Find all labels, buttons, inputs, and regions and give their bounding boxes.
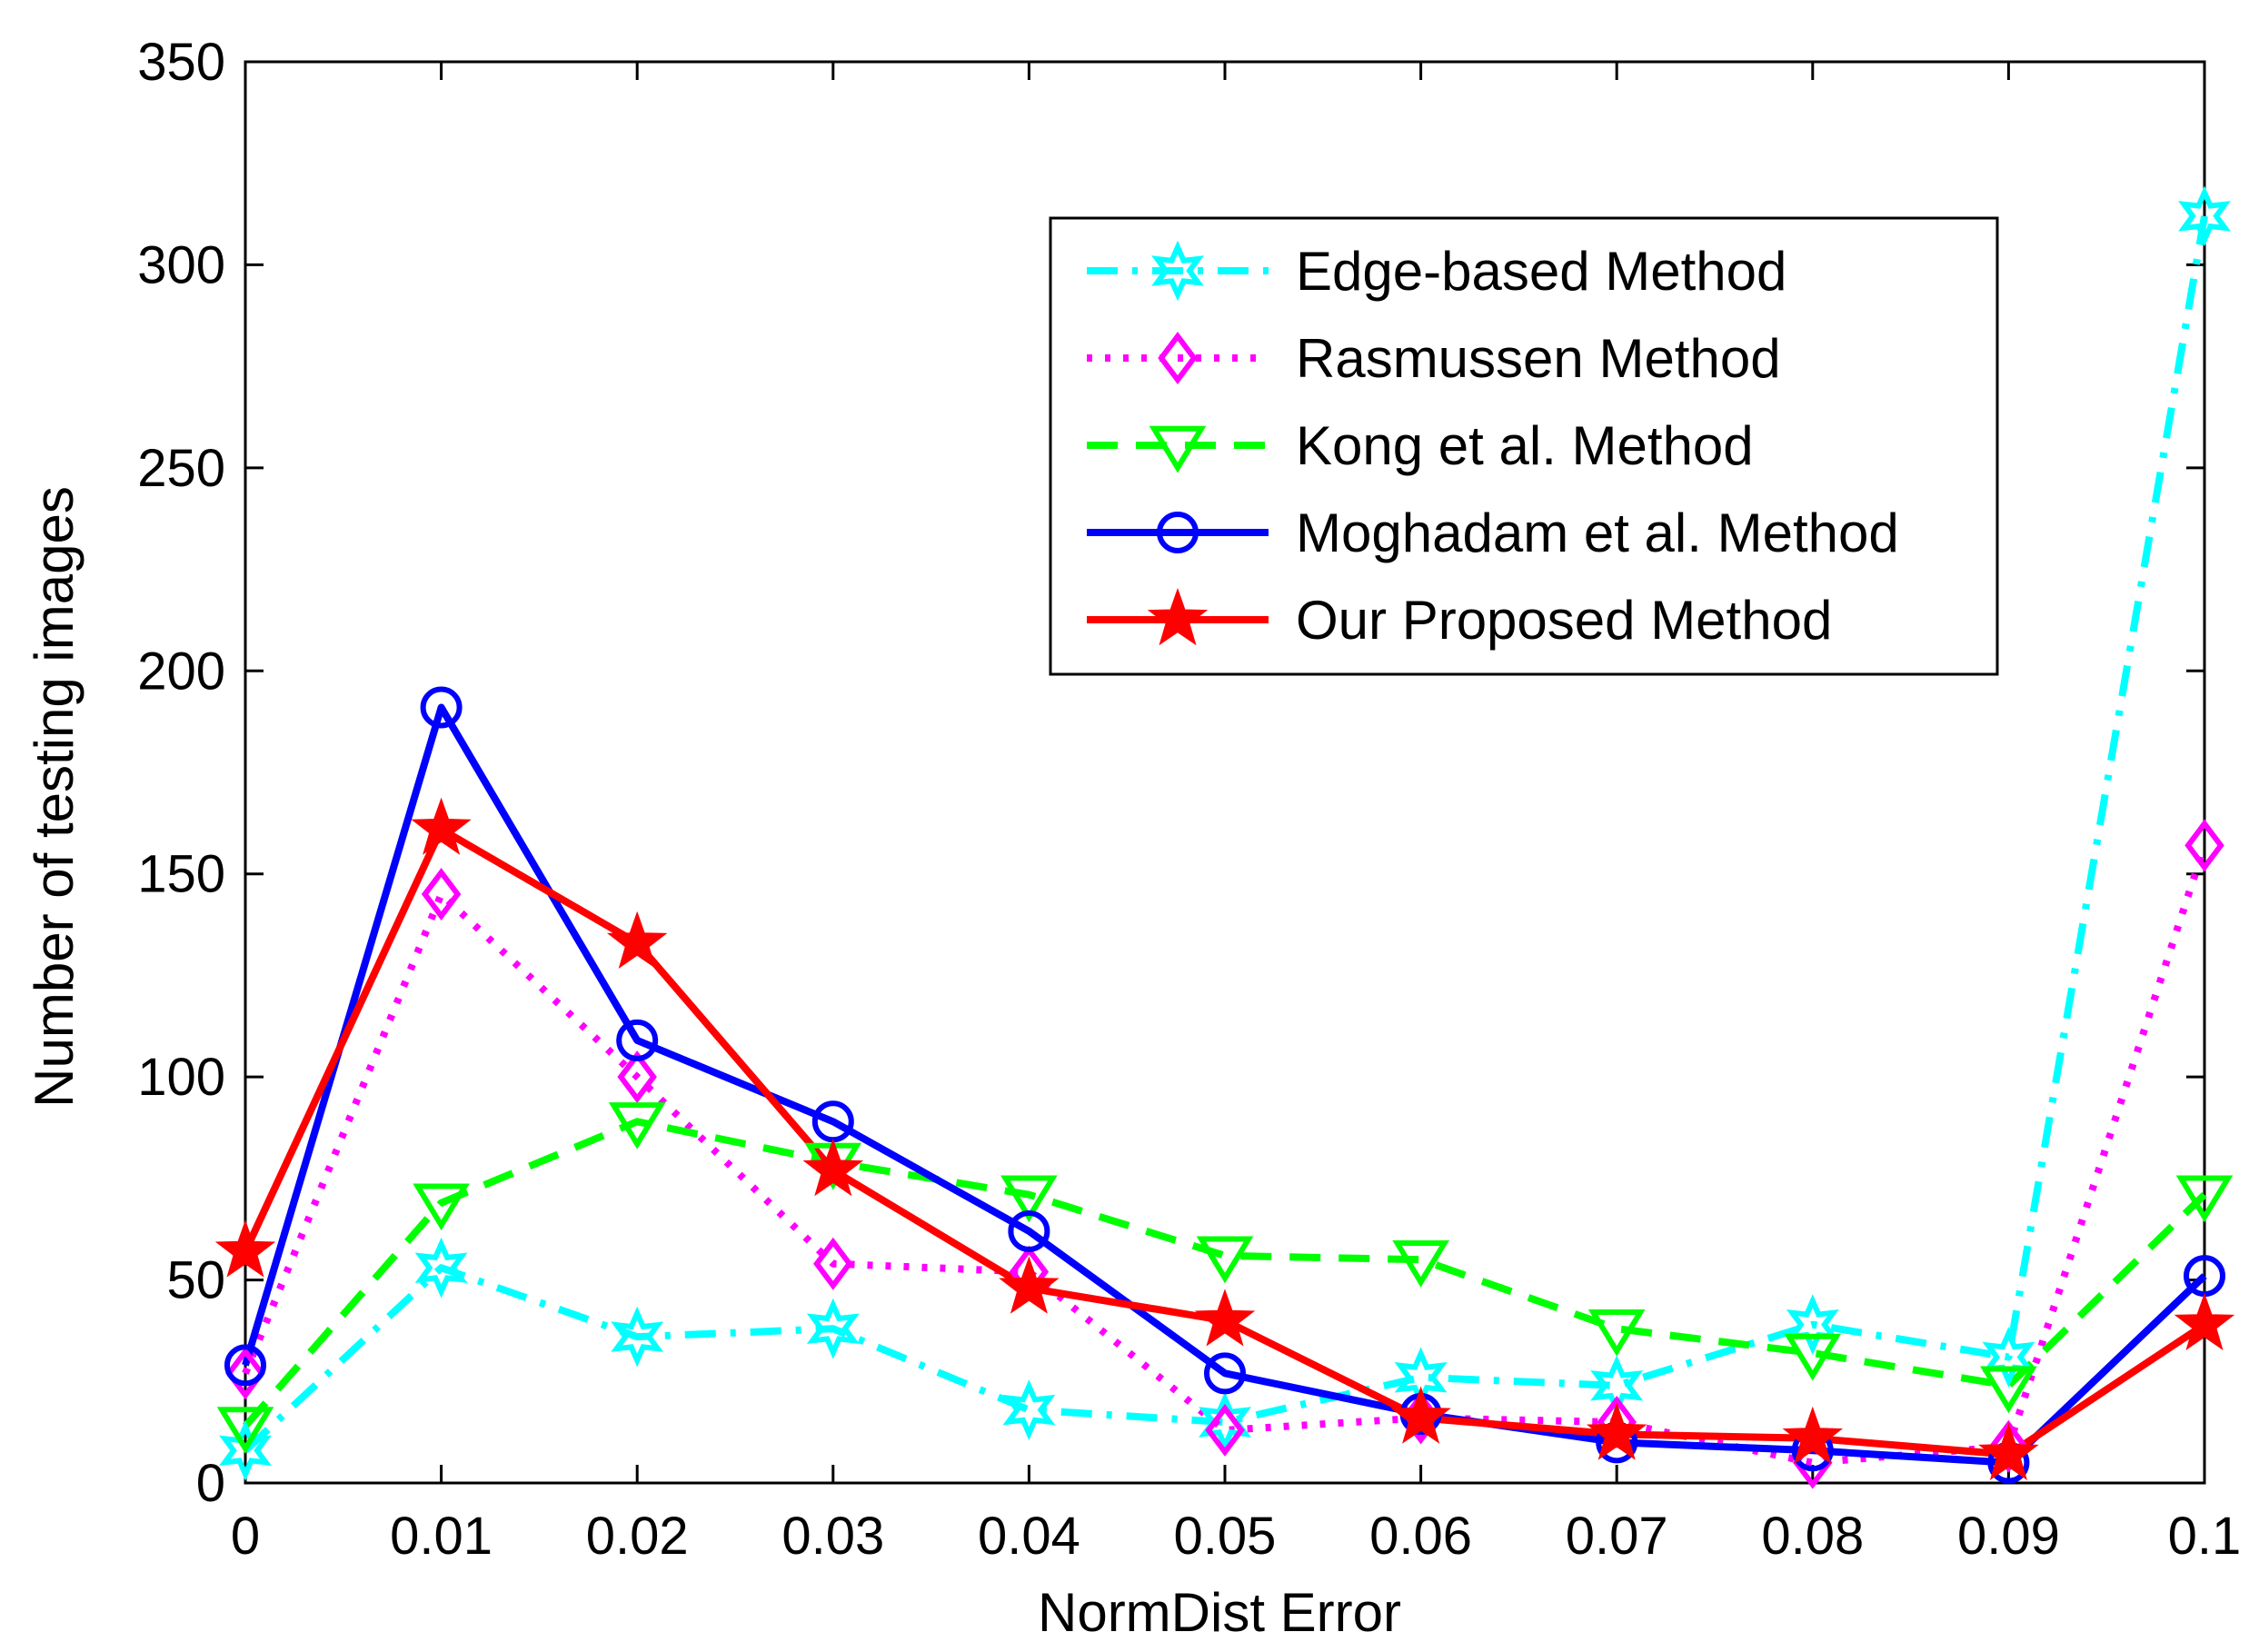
data-point-kong-et-al-method (1980, 1366, 2037, 1414)
y-tick-label: 50 (166, 1251, 225, 1310)
data-point-our-proposed-method (802, 1138, 864, 1197)
data-point-our-proposed-method (1390, 1386, 1451, 1444)
data-point-rasmussen-method (813, 1237, 853, 1290)
data-point-our-proposed-method (999, 1256, 1060, 1314)
data-point-our-proposed-method (411, 797, 472, 855)
data-point-rasmussen-method (421, 868, 462, 921)
y-tick-label: 200 (137, 642, 225, 701)
y-tick-label: 300 (137, 235, 225, 294)
data-point-moghadam-et-al-method (224, 1344, 266, 1387)
data-point-rasmussen-method (225, 1347, 265, 1400)
data-point-edge-based-method (611, 1306, 664, 1368)
x-tick-label: 0.1 (2168, 1507, 2242, 1566)
data-point-kong-et-al-method (413, 1183, 470, 1231)
x-tick-label: 0.08 (1761, 1507, 1864, 1566)
data-point-edge-based-method (1982, 1327, 2035, 1388)
legend-label-edge-based-method: Edge-based Method (1296, 241, 1786, 302)
y-tick-label: 150 (137, 845, 225, 904)
legend-label-rasmussen-method: Rasmussen Method (1296, 328, 1781, 389)
y-tick-label: 0 (196, 1454, 225, 1513)
x-tick-label: 0.04 (978, 1507, 1080, 1566)
data-point-our-proposed-method (214, 1219, 276, 1278)
y-tick-label: 100 (137, 1048, 225, 1107)
data-point-rasmussen-method (2184, 819, 2224, 872)
x-tick-label: 0.01 (390, 1507, 493, 1566)
data-point-our-proposed-method (606, 911, 668, 970)
data-point-edge-based-method (806, 1298, 860, 1359)
legend-label-kong-et-al-method: Kong et al. Method (1296, 415, 1754, 476)
data-point-our-proposed-method (2174, 1292, 2235, 1351)
x-tick-label: 0 (231, 1507, 260, 1566)
y-tick-label: 350 (137, 33, 225, 92)
data-point-edge-based-method (2178, 185, 2231, 247)
data-point-our-proposed-method (1194, 1289, 1256, 1347)
y-tick-label: 250 (137, 439, 225, 498)
x-axis-label: NormDist Error (1038, 1582, 1401, 1643)
data-point-moghadam-et-al-method (420, 686, 463, 729)
data-point-kong-et-al-method (216, 1407, 274, 1454)
data-point-moghadam-et-al-method (616, 1019, 659, 1061)
x-tick-label: 0.05 (1174, 1507, 1277, 1566)
data-point-kong-et-al-method (1000, 1175, 1058, 1223)
x-tick-label: 0.03 (781, 1507, 884, 1566)
y-axis-label: Number of testing images (24, 486, 85, 1108)
data-point-edge-based-method (1786, 1294, 1839, 1356)
x-tick-label: 0.09 (1957, 1507, 2060, 1566)
data-point-kong-et-al-method (608, 1102, 666, 1149)
data-point-our-proposed-method (1586, 1402, 1647, 1460)
series-line-moghadam-et-al-method (242, 703, 2207, 1467)
legend-marker-rasmussen-method (1158, 332, 1198, 384)
series-line-edge-based-method (243, 215, 2208, 1454)
x-tick-label: 0.02 (586, 1507, 689, 1566)
legend-marker-our-proposed-method (1147, 587, 1209, 646)
data-point-kong-et-al-method (1784, 1333, 1842, 1381)
data-point-rasmussen-method (617, 1050, 657, 1104)
legend-marker-edge-based-method (1151, 240, 1204, 302)
legend-label-moghadam-et-al-method: Moghadam et al. Method (1296, 503, 1899, 563)
series-line-kong-et-al-method (242, 1118, 2207, 1429)
x-tick-label: 0.06 (1369, 1507, 1472, 1566)
data-point-kong-et-al-method (2175, 1175, 2234, 1223)
data-point-rasmussen-method (1988, 1419, 2029, 1473)
data-point-edge-based-method (219, 1419, 272, 1481)
data-point-moghadam-et-al-method (1204, 1352, 1246, 1395)
data-point-rasmussen-method (1205, 1403, 1245, 1457)
data-point-kong-et-al-method (1196, 1236, 1254, 1284)
data-point-edge-based-method (1002, 1379, 1056, 1441)
legend-marker-kong-et-al-method (1149, 425, 1207, 473)
data-point-kong-et-al-method (1587, 1309, 1646, 1357)
data-point-edge-based-method (1199, 1391, 1251, 1453)
data-point-moghadam-et-al-method (1008, 1209, 1050, 1252)
legend: Edge-based Method Rasmussen Method Kong et… (1049, 216, 1999, 676)
data-point-kong-et-al-method (1392, 1240, 1449, 1288)
legend-label-our-proposed-method: Our Proposed Method (1296, 590, 1832, 651)
x-tick-label: 0.07 (1566, 1507, 1668, 1566)
legend-marker-moghadam-et-al-method (1157, 512, 1199, 553)
data-point-edge-based-method (414, 1237, 468, 1299)
data-point-our-proposed-method (1782, 1406, 1844, 1465)
data-point-our-proposed-method (1978, 1422, 2039, 1481)
